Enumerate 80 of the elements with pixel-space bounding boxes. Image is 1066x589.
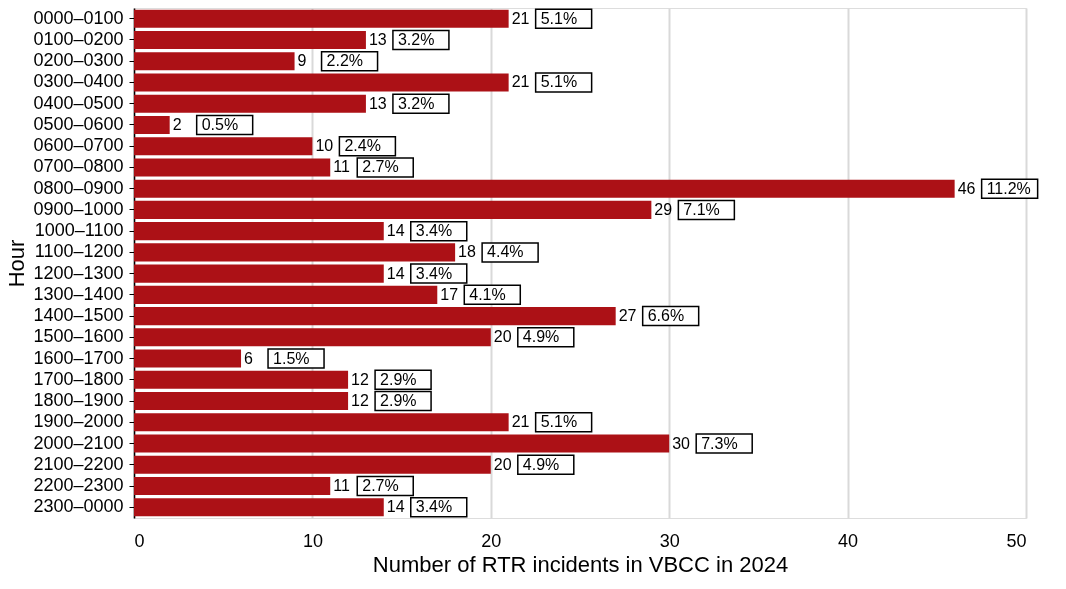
annotation: 4.9% xyxy=(522,328,560,346)
annotation: 2.7% xyxy=(362,477,399,495)
annotation: 4.1% xyxy=(469,285,506,303)
annotation: 3.4% xyxy=(415,264,453,282)
annotation: 5.1% xyxy=(540,73,578,91)
data-label: 13 xyxy=(368,94,387,112)
data-label: 29 xyxy=(654,200,673,218)
y-tick-label: 0900–1000 xyxy=(33,198,124,219)
x-tick-label: 20 xyxy=(481,530,502,551)
y-tick-label: 0800–0900 xyxy=(33,177,124,198)
annotation: 3.4% xyxy=(415,498,453,516)
y-tick-label: 0000–0100 xyxy=(33,7,124,28)
annotation: 2.9% xyxy=(380,392,417,410)
y-tick-label: 2200–2300 xyxy=(33,475,124,496)
data-label: 14 xyxy=(386,264,405,282)
y-tick-label: 2000–2100 xyxy=(33,432,124,453)
annotation: 7.3% xyxy=(701,434,738,452)
y-tick-label: 0300–0400 xyxy=(33,71,124,92)
data-label: 12 xyxy=(351,392,369,410)
x-tick-label: 50 xyxy=(1006,530,1027,551)
y-tick-label: 0500–0600 xyxy=(33,113,124,134)
x-tick-label: 10 xyxy=(302,530,323,551)
y-tick-label: 1300–1400 xyxy=(33,283,124,304)
x-axis-title: Number of RTR incidents in VBCC in 2024 xyxy=(372,551,789,577)
annotation: 4.9% xyxy=(522,455,560,473)
x-tick-label: 40 xyxy=(838,530,859,551)
y-tick-label: 1200–1300 xyxy=(33,262,124,283)
data-label: 27 xyxy=(618,307,637,325)
y-tick-label: 2300–0000 xyxy=(33,496,124,517)
data-label: 20 xyxy=(493,455,512,473)
annotation: 6.6% xyxy=(647,307,685,325)
data-label: 12 xyxy=(351,370,369,388)
annotation: 3.2% xyxy=(397,30,435,48)
data-label: 6 xyxy=(244,349,254,367)
data-label: 46 xyxy=(957,179,976,197)
data-label: 21 xyxy=(511,73,530,91)
annotation: 5.1% xyxy=(540,413,578,431)
y-tick-label: 1500–1600 xyxy=(33,326,124,347)
annotation: 1.5% xyxy=(273,349,310,367)
y-tick-label: 1100–1200 xyxy=(34,241,124,262)
data-label: 9 xyxy=(297,52,307,70)
annotation: 2.9% xyxy=(380,370,417,388)
data-label: 14 xyxy=(386,498,405,516)
annotation: 11.2% xyxy=(986,179,1031,197)
annotation: 2.4% xyxy=(344,137,381,155)
data-label: 10 xyxy=(315,137,334,155)
data-label: 11 xyxy=(333,158,350,176)
data-label: 17 xyxy=(440,285,459,303)
annotation: 4.4% xyxy=(487,243,524,261)
y-tick-label: 0700–0800 xyxy=(33,156,124,177)
data-label: 18 xyxy=(458,243,477,261)
y-tick-label: 1000–1100 xyxy=(34,220,124,241)
data-label: 2 xyxy=(172,115,182,133)
y-tick-label: 1700–1800 xyxy=(33,368,124,389)
y-tick-label: 0600–0700 xyxy=(33,135,124,156)
x-tick-label: 0 xyxy=(134,530,145,551)
y-tick-label: 0100–0200 xyxy=(33,28,124,49)
annotation: 0.5% xyxy=(201,115,239,133)
data-label: 21 xyxy=(511,413,530,431)
data-label: 20 xyxy=(493,328,512,346)
data-label: 30 xyxy=(672,434,691,452)
y-axis-title: Hour xyxy=(4,239,30,288)
data-label: 21 xyxy=(511,9,530,27)
y-tick-label: 1400–1500 xyxy=(33,305,124,326)
annotation: 3.4% xyxy=(415,222,453,240)
annotation: 5.1% xyxy=(540,9,578,27)
annotation: 3.2% xyxy=(397,94,435,112)
y-tick-label: 0200–0300 xyxy=(33,50,124,71)
annotation: 2.7% xyxy=(362,158,399,176)
y-tick-label: 0400–0500 xyxy=(33,92,124,113)
y-tick-label: 2100–2200 xyxy=(33,453,124,474)
y-tick-label: 1900–2000 xyxy=(33,411,124,432)
annotation: 7.1% xyxy=(683,200,720,218)
data-label: 14 xyxy=(386,222,405,240)
y-tick-label: 1800–1900 xyxy=(33,390,124,411)
annotation: 2.2% xyxy=(326,52,364,70)
y-tick-label: 1600–1700 xyxy=(33,347,124,368)
data-label: 13 xyxy=(368,30,387,48)
data-label: 11 xyxy=(333,477,350,495)
x-tick-label: 30 xyxy=(659,530,680,551)
